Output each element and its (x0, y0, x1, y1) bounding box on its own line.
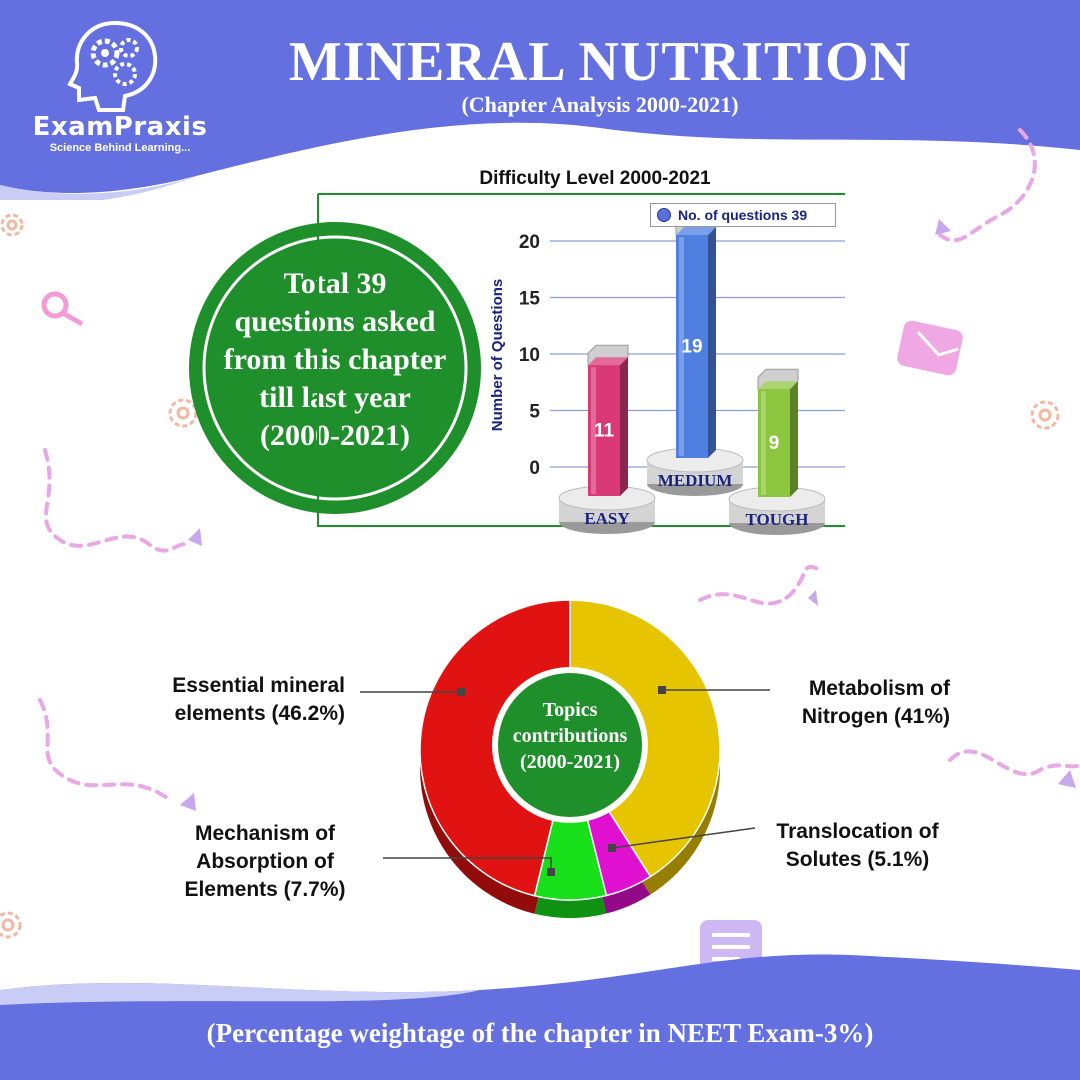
arrow-icon (188, 528, 202, 546)
leader-line (383, 857, 552, 872)
bar-top (676, 227, 716, 236)
y-axis-label: Number of Questions (489, 279, 506, 432)
category-label: TOUGH (746, 510, 809, 529)
label-line: Mechanism of (194, 822, 336, 845)
pie-center-label: Topics contributions (2000-2021) (495, 697, 645, 775)
center-badge (498, 673, 642, 817)
brand-name: ExamPraxis (32, 112, 208, 142)
page-title: MINERAL NUTRITION (288, 31, 912, 93)
bar-top (588, 357, 628, 366)
page-subtitle: (Chapter Analysis 2000-2021) (461, 92, 739, 117)
summary-line: (2000-2021) (260, 419, 410, 452)
legend-swatch (657, 208, 671, 222)
summary-line: Total 39 (283, 267, 387, 300)
label-line: Absorption of (196, 850, 334, 873)
label-line: Essential mineral (172, 674, 345, 697)
category-label: EASY (584, 509, 629, 528)
label-line: Elements (7.7%) (184, 878, 346, 901)
footer-note: (Percentage weightage of the chapter in … (206, 1018, 874, 1048)
summary-line: till last year (259, 381, 411, 414)
search-icon (41, 291, 84, 327)
center-line: (2000-2021) (520, 751, 620, 773)
pie-label-essential: Essential mineral elements (46.2%) (100, 672, 345, 728)
footer-banner (0, 954, 1080, 1080)
y-tick-label: 10 (519, 345, 540, 366)
summary-line: questions asked (234, 305, 436, 338)
bar-easy: EASY 11 (558, 344, 656, 534)
summary-badge (189, 222, 481, 514)
summary-line: from this chapter (223, 343, 447, 376)
category-label: MEDIUM (658, 471, 733, 490)
y-tick-label: 5 (529, 402, 540, 423)
center-line: contributions (512, 725, 628, 747)
bar-chart-title: Difficulty Level 2000-2021 (479, 168, 711, 189)
bar-top (758, 381, 798, 390)
center-line: Topics (542, 699, 598, 721)
y-tick-label: 15 (519, 289, 541, 310)
bar-side (708, 227, 716, 458)
brand-tagline: Science Behind Learning... (49, 142, 191, 154)
bar-chart: 0 5 10 15 20 Number of Questions EASY 11 MEDIU… (317, 193, 845, 535)
arrow-icon (935, 219, 951, 235)
bar-tough: TOUGH 9 (728, 368, 826, 535)
bar-medium: MEDIUM 19 (646, 214, 744, 496)
summary-text: Total 39 questions asked from this chapt… (215, 265, 455, 455)
bar-value-label: 9 (769, 433, 780, 454)
leader-dot (658, 686, 666, 694)
legend-label: No. of questions 39 (678, 207, 808, 223)
pie-chart (360, 599, 770, 918)
header-banner (0, 0, 1080, 200)
pie-label-metabolism: Metabolism of Nitrogen (41%) (760, 675, 950, 731)
brain-gears-icon (67, 20, 158, 112)
bar-side (790, 381, 798, 497)
leader-line (611, 827, 756, 849)
leader-dot (547, 868, 555, 876)
chart-legend: No. of questions 39 (650, 203, 836, 227)
bar-side (620, 357, 628, 496)
y-tick-label: 0 (529, 458, 540, 479)
leader-dot (457, 688, 465, 696)
label-line: Nitrogen (41%) (801, 705, 950, 728)
bar-value-label: 11 (594, 421, 615, 442)
y-tick-label: 20 (519, 232, 540, 253)
label-line: Solutes (5.1%) (785, 848, 930, 871)
pie-label-mechanism: Mechanism of Absorption of Elements (7.7… (150, 820, 380, 904)
mail-icon (897, 320, 963, 376)
label-line: Metabolism of (808, 677, 950, 700)
leader-dot (608, 844, 616, 852)
label-line: elements (46.2%) (174, 702, 345, 725)
label-line: Translocation of (776, 820, 939, 843)
pie-label-translocation: Translocation of Solutes (5.1%) (755, 818, 960, 874)
bar-value-label: 19 (681, 337, 702, 358)
